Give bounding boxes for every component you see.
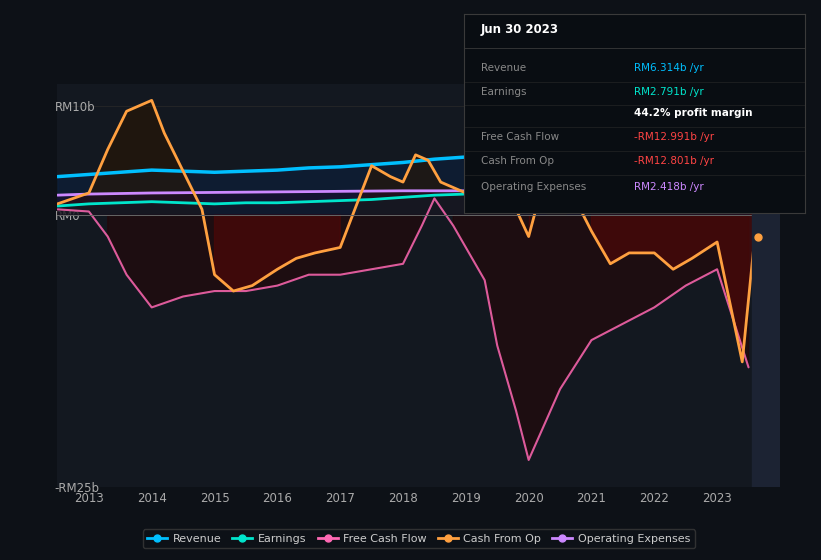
- Text: Operating Expenses: Operating Expenses: [481, 182, 586, 192]
- Text: RM6.314b /yr: RM6.314b /yr: [635, 63, 704, 73]
- Text: -RM12.991b /yr: -RM12.991b /yr: [635, 132, 714, 142]
- Text: 44.2% profit margin: 44.2% profit margin: [635, 109, 753, 118]
- Legend: Revenue, Earnings, Free Cash Flow, Cash From Op, Operating Expenses: Revenue, Earnings, Free Cash Flow, Cash …: [143, 529, 695, 548]
- Bar: [752, 84, 780, 487]
- Text: Revenue: Revenue: [481, 63, 526, 73]
- Text: Earnings: Earnings: [481, 87, 526, 96]
- Text: RM2.791b /yr: RM2.791b /yr: [635, 87, 704, 96]
- Text: Cash From Op: Cash From Op: [481, 156, 554, 166]
- Text: Jun 30 2023: Jun 30 2023: [481, 24, 559, 36]
- Text: -RM12.801b /yr: -RM12.801b /yr: [635, 156, 714, 166]
- Text: RM2.418b /yr: RM2.418b /yr: [635, 182, 704, 192]
- Text: Free Cash Flow: Free Cash Flow: [481, 132, 559, 142]
